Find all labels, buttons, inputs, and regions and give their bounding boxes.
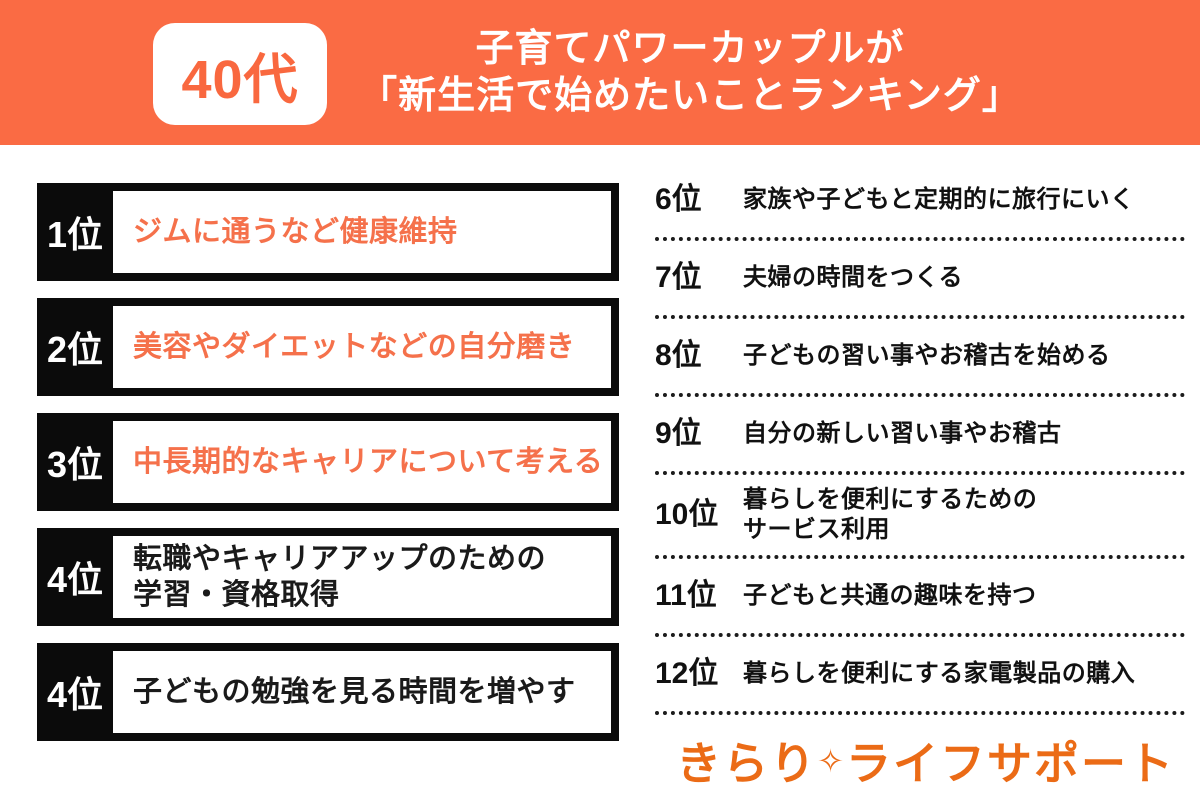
page-title: 子育てパワーカップルが 「新生活で始めたいことランキング」 [180, 0, 1200, 145]
ranking-item-12: 12位 暮らしを便利にする家電製品の購入 [655, 637, 1185, 715]
sparkle-icon: ✧ [817, 743, 846, 779]
rank-content: ジムに通うなど健康維持 [113, 191, 611, 273]
ranking-item-11: 11位 子どもと共通の趣味を持つ [655, 559, 1185, 637]
brand-logo-text-kirari: きらり [676, 738, 818, 789]
age-badge: 40代 [153, 23, 327, 125]
age-badge-label: 40代 [181, 49, 299, 110]
ranking-item-9: 9位 自分の新しい習い事やお稽古 [655, 397, 1185, 475]
bottom-ranking-list: 6位 家族や子どもと定期的に旅行にいく 7位 夫婦の時間をつくる 8位 子どもの… [655, 170, 1185, 715]
rank-label: 子どもの勉強を見る時間を増やす [133, 676, 576, 708]
rank-badge: 1位 [46, 214, 104, 255]
rank-label: 暮らしを便利にする家電製品の購入 [743, 660, 1136, 687]
ranking-item-1: 1位 ジムに通うなど健康維持 [37, 183, 619, 281]
rank-content: 子どもの勉強を見る時間を増やす [113, 651, 611, 733]
rank-label: 家族や子どもと定期的に旅行にいく [743, 186, 1135, 213]
rank-label: 子どもの習い事やお稽古を始める [743, 342, 1111, 369]
rank-label: 転職やキャリアアップのための 学習・資格取得 [133, 543, 547, 611]
rank-badge: 8位 [655, 339, 702, 372]
ranking-item-7: 7位 夫婦の時間をつくる [655, 241, 1185, 319]
rank-content: 美容やダイエットなどの自分磨き [113, 306, 611, 388]
rank-label: 美容やダイエットなどの自分磨き [133, 331, 576, 363]
rank-badge: 12位 [655, 657, 719, 690]
brand-logo: きらり✧ライフサポート [676, 727, 1175, 792]
brand-logo-text-lifesupport: ライフサポート [845, 738, 1175, 789]
rank-badge: 11位 [655, 579, 717, 612]
rank-badge: 3位 [46, 444, 104, 485]
rank-content: 中長期的なキャリアについて考える [113, 421, 611, 503]
rank-label: 自分の新しい習い事やお稽古 [743, 420, 1062, 447]
rank-badge: 4位 [46, 559, 104, 600]
rank-badge: 2位 [46, 329, 104, 370]
title-line-2: 「新生活で始めたいことランキング」 [359, 74, 1021, 117]
ranking-item-10: 10位 暮らしを便利にするための サービス利用 [655, 475, 1185, 559]
rank-badge: 7位 [655, 261, 702, 294]
rank-label: 中長期的なキャリアについて考える [133, 446, 604, 478]
rank-label: 夫婦の時間をつくる [743, 264, 964, 291]
header-banner: 40代 子育てパワーカップルが 「新生活で始めたいことランキング」 [0, 0, 1200, 145]
ranking-item-4b: 4位 子どもの勉強を見る時間を増やす [37, 643, 619, 741]
rank-badge: 6位 [655, 183, 702, 216]
rank-label: 暮らしを便利にするための サービス利用 [743, 486, 1038, 543]
ranking-item-8: 8位 子どもの習い事やお稽古を始める [655, 319, 1185, 397]
rank-badge: 9位 [655, 417, 702, 450]
ranking-item-4a: 4位 転職やキャリアアップのための 学習・資格取得 [37, 528, 619, 626]
rank-content: 転職やキャリアアップのための 学習・資格取得 [113, 536, 611, 618]
rank-badge: 10位 [655, 498, 719, 531]
title-line-1: 子育てパワーカップルが [475, 27, 905, 70]
rank-badge: 4位 [46, 674, 104, 715]
ranking-item-3: 3位 中長期的なキャリアについて考える [37, 413, 619, 511]
rank-label: 子どもと共通の趣味を持つ [743, 582, 1037, 609]
ranking-item-2: 2位 美容やダイエットなどの自分磨き [37, 298, 619, 396]
top-ranking-list: 1位 ジムに通うなど健康維持 2位 美容やダイエットなどの自分磨き 3位 中長期… [37, 183, 619, 758]
rank-label: ジムに通うなど健康維持 [133, 216, 458, 248]
ranking-item-6: 6位 家族や子どもと定期的に旅行にいく [655, 170, 1185, 241]
